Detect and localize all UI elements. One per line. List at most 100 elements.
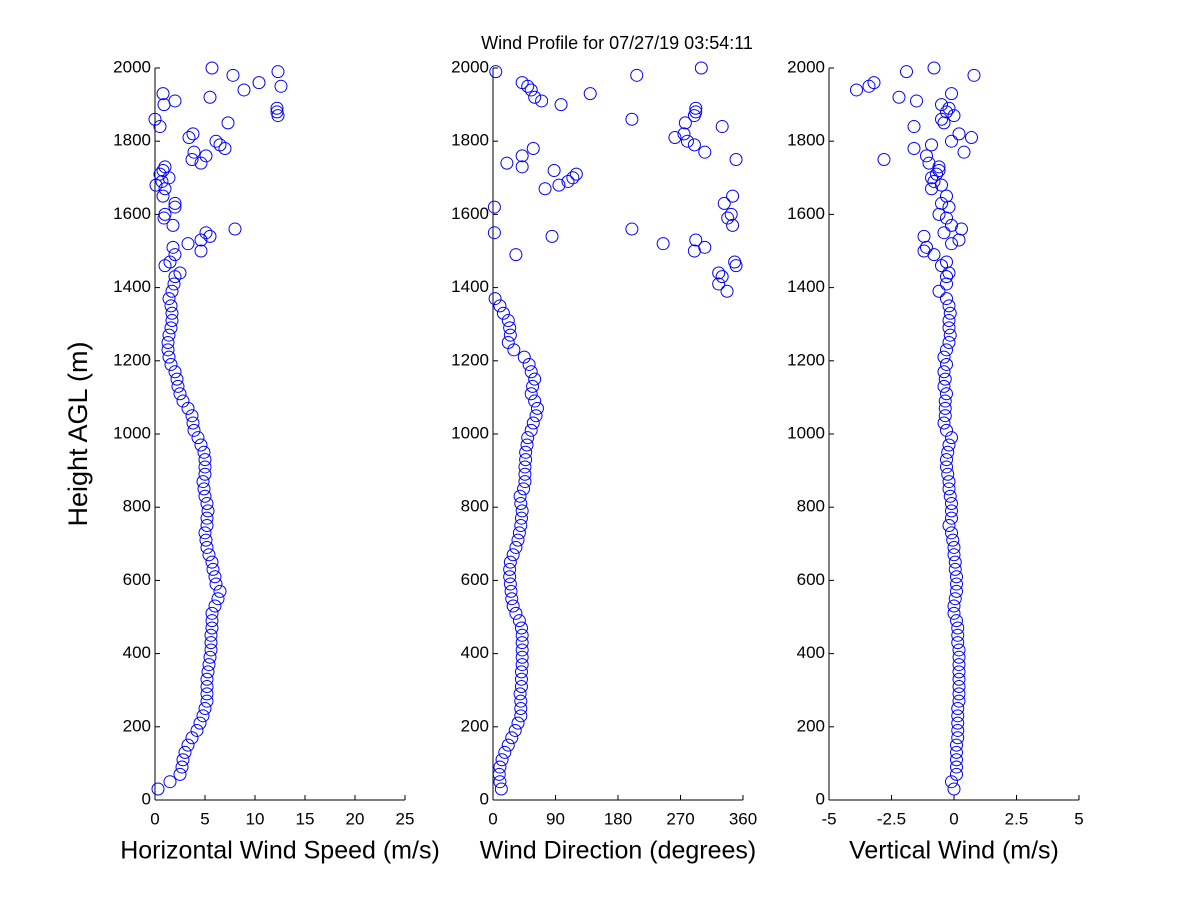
data-point (950, 614, 963, 628)
x-tick-label: 20 (346, 809, 365, 828)
data-point (148, 112, 162, 126)
data-point (945, 497, 958, 511)
data-point (171, 379, 185, 393)
x-axis-label: Vertical Wind (m/s) (849, 837, 1059, 865)
data-point (194, 233, 208, 247)
data-point (937, 379, 951, 393)
data-point (677, 127, 691, 141)
data-point (630, 68, 644, 82)
data-point (729, 153, 743, 166)
data-point (950, 767, 963, 781)
data-point (158, 207, 172, 221)
data-point (221, 116, 235, 130)
data-point (503, 562, 517, 576)
data-point (515, 160, 529, 174)
data-point (689, 101, 703, 115)
data-point (726, 218, 740, 232)
data-point (937, 365, 951, 379)
data-point (687, 138, 701, 152)
y-axis-label: Height AGL (m) (63, 341, 93, 526)
data-point (538, 182, 552, 196)
data-point (942, 321, 956, 335)
data-point (518, 460, 532, 474)
data-point (493, 760, 507, 774)
data-point (190, 723, 204, 737)
data-point (680, 134, 694, 148)
data-point (193, 716, 207, 730)
data-point (509, 606, 523, 620)
y-tick-label: 1400 (451, 277, 489, 296)
data-point (513, 687, 527, 701)
data-point (493, 775, 507, 789)
data-point (506, 548, 520, 562)
data-point (209, 577, 223, 591)
y-tick-label: 1200 (451, 350, 489, 369)
y-tick-label: 1600 (787, 204, 825, 223)
y-tick-label: 400 (123, 643, 151, 662)
data-point (168, 94, 182, 108)
data-point (514, 672, 528, 686)
data-point (942, 519, 956, 532)
y-tick-label: 1000 (451, 423, 489, 442)
data-point (948, 555, 962, 569)
x-tick-label: 270 (666, 809, 694, 828)
data-point (935, 196, 948, 210)
data-point (927, 174, 941, 188)
data-point (583, 87, 597, 101)
data-point (900, 65, 913, 79)
y-tick-label: 400 (797, 643, 825, 662)
data-point (940, 189, 953, 203)
data-point (496, 306, 510, 320)
data-point (205, 61, 219, 75)
x-axis-label: Horizontal Wind Speed (m/s) (120, 837, 440, 865)
data-point (495, 753, 509, 767)
data-point (500, 156, 514, 170)
data-point (164, 299, 178, 313)
data-point (191, 431, 205, 445)
data-point (198, 453, 212, 467)
data-point (938, 401, 952, 415)
data-point (198, 467, 212, 481)
x-tick-label: 5 (1074, 809, 1083, 828)
y-tick-label: 1200 (113, 350, 151, 369)
data-point (942, 482, 956, 496)
data-point (168, 365, 182, 379)
data-point (937, 226, 951, 240)
data-point (625, 222, 639, 236)
x-tick-label: 360 (729, 809, 757, 828)
data-point (698, 240, 712, 254)
data-point (185, 409, 199, 423)
data-point (197, 482, 211, 496)
data-point (932, 160, 946, 174)
data-point (927, 61, 941, 75)
data-point (205, 606, 219, 620)
data-point (186, 416, 200, 430)
data-point (867, 76, 881, 90)
data-point (185, 153, 199, 166)
data-point (178, 745, 192, 759)
data-point (951, 702, 965, 715)
data-point (942, 475, 956, 489)
data-point (270, 105, 284, 119)
x-tick-label: 0 (150, 809, 159, 828)
data-point (504, 584, 518, 598)
data-point (721, 211, 735, 225)
data-point (941, 445, 955, 459)
data-point (514, 621, 528, 635)
data-point (625, 112, 639, 126)
data-point (156, 87, 170, 101)
data-point (514, 511, 528, 525)
x-tick-label: 15 (296, 809, 315, 828)
data-point (501, 314, 515, 328)
data-point (498, 745, 512, 759)
data-point (940, 460, 953, 474)
data-point (552, 178, 566, 192)
data-point (945, 237, 958, 251)
data-point (515, 628, 529, 642)
data-point (213, 584, 227, 598)
data-point (950, 577, 963, 591)
data-point (524, 83, 538, 97)
data-point (487, 226, 501, 240)
data-point (511, 533, 525, 547)
data-point (945, 134, 958, 148)
